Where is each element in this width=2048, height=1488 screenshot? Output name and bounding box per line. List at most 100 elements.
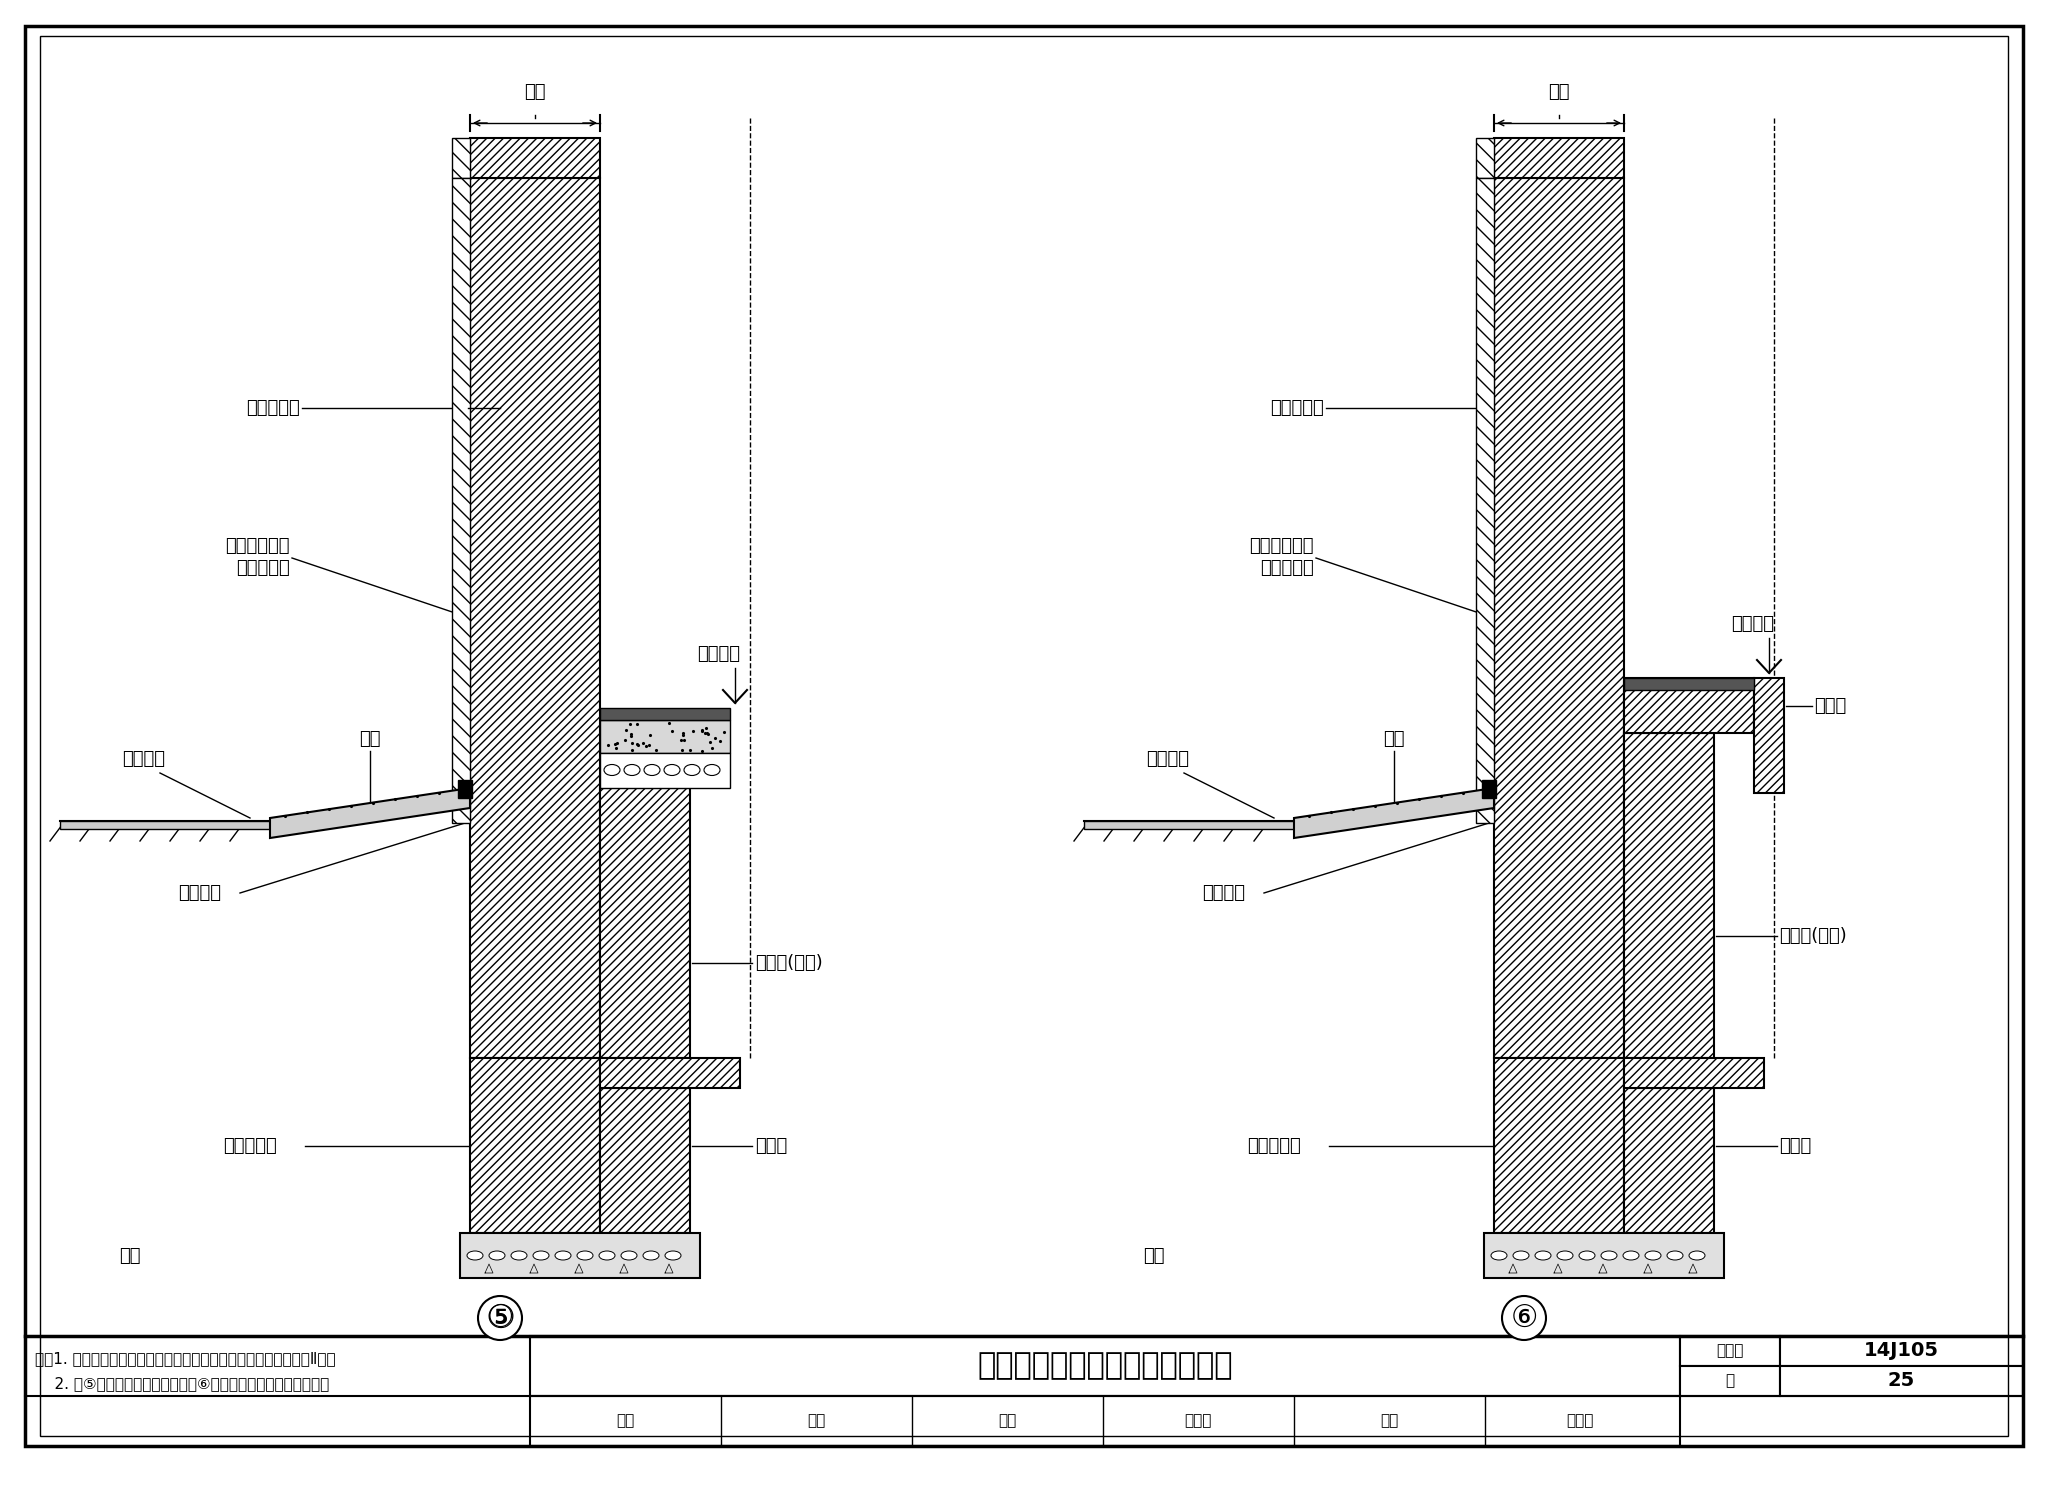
- Ellipse shape: [666, 1251, 682, 1260]
- Ellipse shape: [555, 1251, 571, 1260]
- Text: 无机保温砂浆: 无机保温砂浆: [225, 537, 291, 555]
- Text: 按工程设计: 按工程设计: [236, 559, 291, 577]
- Bar: [1485, 1234, 1724, 1278]
- Bar: [600, 753, 729, 789]
- Text: 葛壁: 葛壁: [807, 1414, 825, 1428]
- Bar: [453, 138, 469, 179]
- Bar: [453, 179, 469, 823]
- Bar: [600, 1088, 690, 1234]
- Text: 按工程设计: 按工程设计: [1260, 559, 1315, 577]
- Bar: [530, 1396, 1679, 1446]
- Bar: [1679, 1366, 1780, 1396]
- Text: 室外地面: 室外地面: [1147, 750, 1190, 768]
- Ellipse shape: [664, 765, 680, 775]
- Text: 基础梁: 基础梁: [1780, 1137, 1810, 1155]
- Text: 散水: 散水: [358, 731, 381, 748]
- Bar: [1624, 679, 1753, 734]
- Ellipse shape: [621, 1251, 637, 1260]
- Ellipse shape: [1556, 1251, 1573, 1260]
- Bar: [469, 179, 600, 1058]
- Text: 垫层: 垫层: [1143, 1247, 1165, 1265]
- Ellipse shape: [643, 765, 659, 775]
- Circle shape: [1501, 1296, 1546, 1341]
- Ellipse shape: [625, 765, 639, 775]
- Bar: [1477, 179, 1493, 823]
- Bar: [1780, 1366, 2023, 1396]
- Bar: [1624, 1058, 1763, 1088]
- Text: 室内地面: 室内地面: [696, 644, 739, 664]
- Text: ⑥: ⑥: [1509, 1303, 1538, 1332]
- Bar: [1493, 138, 1624, 179]
- Ellipse shape: [1645, 1251, 1661, 1260]
- Bar: [1624, 1088, 1714, 1234]
- Ellipse shape: [467, 1251, 483, 1260]
- Text: 页岩实心砖: 页岩实心砖: [1247, 1137, 1300, 1155]
- Ellipse shape: [489, 1251, 506, 1260]
- Bar: [459, 780, 471, 798]
- Text: 页岩空心砖: 页岩空心砖: [246, 399, 299, 417]
- Text: 油膏嵌缝: 油膏嵌缝: [1202, 884, 1245, 902]
- Text: 油膏嵌缝: 油膏嵌缝: [178, 884, 221, 902]
- Text: 砖侧模: 砖侧模: [1815, 696, 1845, 716]
- Bar: [530, 1336, 1679, 1396]
- Text: 室内地面: 室内地面: [1731, 615, 1774, 632]
- Text: 页: 页: [1724, 1373, 1735, 1388]
- Text: 图集号: 图集号: [1716, 1344, 1743, 1359]
- Bar: [469, 1058, 600, 1234]
- Bar: [1753, 679, 1784, 793]
- Text: 注：1. 夏热冬冷地区、夏热冬暖地区，推荐采用页岩空心砖、砌块Ⅱ型。: 注：1. 夏热冬冷地区、夏热冬暖地区，推荐采用页岩空心砖、砌块Ⅱ型。: [35, 1351, 336, 1366]
- Ellipse shape: [1667, 1251, 1683, 1260]
- Text: 墙厚: 墙厚: [1548, 83, 1569, 101]
- Text: 14J105: 14J105: [1864, 1342, 1939, 1360]
- Text: 散水: 散水: [1382, 731, 1405, 748]
- Text: 页岩空心砖: 页岩空心砖: [1270, 399, 1323, 417]
- Text: 审核: 审核: [616, 1414, 635, 1428]
- Ellipse shape: [705, 765, 721, 775]
- Text: 李文驹: 李文驹: [1184, 1414, 1212, 1428]
- Text: 垫层: 垫层: [119, 1247, 141, 1265]
- Ellipse shape: [1536, 1251, 1550, 1260]
- Text: ⑤: ⑤: [485, 1303, 514, 1332]
- Text: 无机保温砂浆: 无机保温砂浆: [1249, 537, 1315, 555]
- Circle shape: [477, 1296, 522, 1341]
- Bar: [461, 1234, 700, 1278]
- Text: 墙厚: 墙厚: [524, 83, 545, 101]
- Ellipse shape: [512, 1251, 526, 1260]
- Text: 25: 25: [1888, 1372, 1915, 1390]
- Text: 室外地面: 室外地面: [123, 750, 166, 768]
- Ellipse shape: [1491, 1251, 1507, 1260]
- Ellipse shape: [684, 765, 700, 775]
- Bar: [1624, 679, 1753, 690]
- Bar: [600, 1058, 739, 1088]
- Ellipse shape: [1579, 1251, 1595, 1260]
- Bar: [600, 720, 729, 753]
- Ellipse shape: [604, 765, 621, 775]
- Text: 框架柱(全包): 框架柱(全包): [1780, 927, 1847, 945]
- Bar: [59, 821, 270, 829]
- Bar: [469, 138, 600, 179]
- Bar: [600, 708, 729, 720]
- Ellipse shape: [532, 1251, 549, 1260]
- Ellipse shape: [578, 1251, 594, 1260]
- Text: 自保温墙体外墙勒脚、防潮构造: 自保温墙体外墙勒脚、防潮构造: [977, 1351, 1233, 1381]
- Bar: [1477, 138, 1493, 179]
- Text: ⑤: ⑤: [485, 1302, 514, 1335]
- Text: 金建明: 金建明: [1567, 1414, 1593, 1428]
- Polygon shape: [270, 789, 469, 838]
- Ellipse shape: [1622, 1251, 1638, 1260]
- Ellipse shape: [1690, 1251, 1706, 1260]
- Ellipse shape: [598, 1251, 614, 1260]
- Bar: [1493, 179, 1624, 1058]
- Ellipse shape: [1602, 1251, 1618, 1260]
- Text: 2. 图⑤为墙中圈梁回填地面，图⑥为墙中框架现浇板架空地面。: 2. 图⑤为墙中圈梁回填地面，图⑥为墙中框架现浇板架空地面。: [35, 1376, 330, 1391]
- Ellipse shape: [643, 1251, 659, 1260]
- Text: 框架柱(全包): 框架柱(全包): [756, 954, 823, 972]
- Bar: [1493, 1058, 1624, 1234]
- Text: 基础梁: 基础梁: [756, 1137, 786, 1155]
- Ellipse shape: [1513, 1251, 1530, 1260]
- Bar: [600, 789, 690, 1058]
- Bar: [1483, 780, 1495, 798]
- Polygon shape: [1294, 789, 1493, 838]
- Bar: [1780, 1336, 2023, 1366]
- Bar: [1083, 821, 1294, 829]
